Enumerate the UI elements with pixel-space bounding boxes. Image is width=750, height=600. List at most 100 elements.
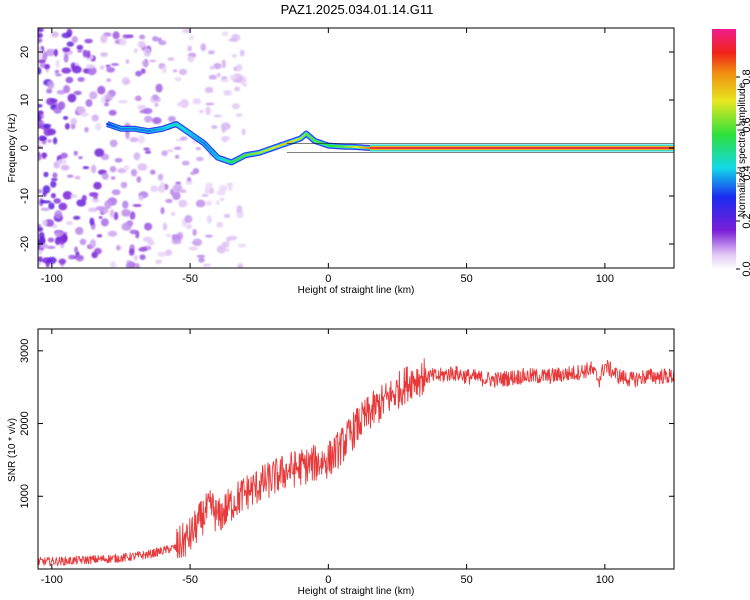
spectrogram-y-tick-label: 20 — [19, 46, 31, 58]
spectral-noise-blob — [50, 193, 57, 199]
spectral-noise-blob — [201, 193, 209, 198]
snr-y-ticks: 1000 2000 3000 — [19, 339, 674, 509]
spectral-noise-blob — [129, 137, 139, 143]
spectral-noise-blob — [213, 63, 222, 70]
spectral-noise-blob — [179, 189, 187, 194]
spectral-noise-blob — [205, 106, 212, 116]
spectral-noise-blob — [73, 215, 81, 220]
spectral-noise-blob — [167, 57, 175, 61]
spectral-noise-blob — [100, 218, 109, 227]
spectrogram-x-tick-label: -100 — [41, 273, 63, 285]
spectral-noise-blob — [73, 90, 82, 96]
spectral-noise-blob — [114, 157, 123, 163]
spectral-noise-blob — [135, 70, 143, 77]
spectral-noise-blob — [110, 62, 120, 67]
spectral-noise-blob — [219, 197, 225, 201]
spectral-noise-blob — [38, 249, 43, 255]
spectral-noise-blob — [104, 200, 112, 210]
spectral-noise-blob — [152, 117, 162, 125]
spectrogram-y-tick-label: 0 — [19, 145, 31, 151]
spectrogram-x-tick-label: 0 — [325, 273, 331, 285]
spectral-noise-blob — [108, 109, 117, 116]
spectrogram-x-ticks: -100 -50 0 50 100 — [41, 28, 614, 285]
spectral-noise-blob — [223, 213, 231, 219]
spectral-noise-blob — [48, 202, 55, 210]
spectral-noise-blob — [172, 69, 178, 73]
spectral-noise-blob — [143, 48, 151, 57]
colorbar-tick-label: 0.2 — [741, 213, 750, 228]
spectral-noise-blob — [38, 236, 46, 245]
spectrogram-x-tick-label: 100 — [596, 273, 614, 285]
spectral-noise-blob — [133, 48, 138, 53]
spectral-noise-blob — [176, 102, 184, 107]
spectral-noise-blob — [133, 255, 138, 261]
spectral-noise-blob — [166, 233, 172, 238]
spectral-noise-blob — [62, 47, 71, 53]
spectral-noise-blob — [165, 198, 173, 204]
spectral-noise-blob — [47, 139, 52, 143]
colorbar-tick-label: 0.0 — [741, 261, 750, 276]
spectrogram-x-axis-label: Height of straight line (km) — [298, 285, 415, 296]
spectral-noise-blob — [46, 97, 56, 106]
spectral-noise-blob — [71, 36, 79, 43]
snr-x-tick-label: -100 — [41, 574, 63, 586]
spectral-noise-blob — [237, 263, 244, 268]
spectral-noise-blob — [65, 76, 74, 84]
colorbar-tick-label: 0.4 — [741, 165, 750, 180]
spectral-noise-blob — [42, 152, 47, 160]
spectral-noise-blob — [99, 65, 105, 70]
spectral-noise-blob — [172, 192, 181, 200]
spectral-noise-blob — [129, 211, 136, 220]
spectral-noise-blob — [231, 103, 240, 110]
spectral-noise-blob — [75, 226, 84, 235]
spectrogram-y-axis-label: Frequency (Hz) — [7, 114, 18, 183]
snr-y-tick-label: 1000 — [19, 484, 31, 508]
spectral-noise-blob — [89, 91, 98, 100]
spectral-noise-blob — [150, 169, 156, 175]
spectral-noise-blob — [68, 254, 76, 260]
spectral-noise-blob — [74, 175, 81, 180]
spectral-noise-blob — [154, 103, 159, 107]
spectral-noise-blob — [38, 224, 42, 228]
spectral-noise-blob — [228, 38, 236, 42]
spectral-noise-blob — [221, 126, 226, 133]
spectral-noise-blob — [211, 125, 218, 129]
spectral-noise-blob — [61, 67, 72, 74]
spectral-noise-blob — [185, 223, 192, 230]
spectrogram-y-tick-label: -20 — [19, 236, 31, 252]
spectral-noise-blob — [152, 36, 159, 42]
spectral-noise-blob — [98, 216, 103, 219]
spectral-noise-blob — [189, 34, 194, 41]
spectral-noise-blob — [164, 249, 173, 256]
spectral-noise-blob — [157, 251, 167, 257]
spectral-noise-blob — [38, 28, 44, 33]
spectral-noise-blob — [39, 243, 49, 249]
spectral-noise-blob — [38, 153, 42, 161]
spectral-noise-blob — [133, 152, 141, 161]
spectral-noise-blob — [76, 44, 84, 51]
spectral-noise-blob — [42, 191, 47, 197]
spectral-noise-blob — [167, 116, 176, 122]
spectral-noise-blob — [137, 163, 148, 171]
colorbar: 0.0 0.2 0.4 0.6 0.8 Normalized spectral ampl… — [712, 29, 750, 277]
spectral-noise-blob — [100, 34, 108, 44]
spectral-noise-blob — [85, 99, 93, 107]
spectral-noise-blob — [125, 130, 130, 140]
spectral-noise-blob — [38, 38, 43, 43]
spectral-noise-blob — [150, 185, 159, 193]
spectral-noise-blob — [132, 203, 142, 208]
snr-x-tick-label: 100 — [596, 574, 614, 586]
spectral-noise-blob — [188, 246, 199, 251]
spectral-noise-blob — [155, 83, 163, 93]
spectral-noise-blob — [58, 258, 67, 265]
spectral-noise-blob — [137, 40, 146, 49]
spectral-noise-blob — [205, 234, 213, 238]
spectral-noise-blob — [50, 180, 57, 188]
spectral-noise-blob — [63, 85, 71, 94]
spectral-noise-blob — [43, 127, 52, 137]
spectral-noise-blob — [38, 189, 44, 194]
spectral-noise-blob — [192, 238, 203, 247]
spectral-noise-blob — [209, 65, 215, 70]
spectral-noise-blob — [141, 60, 149, 67]
spectral-noise-blob — [137, 135, 145, 144]
